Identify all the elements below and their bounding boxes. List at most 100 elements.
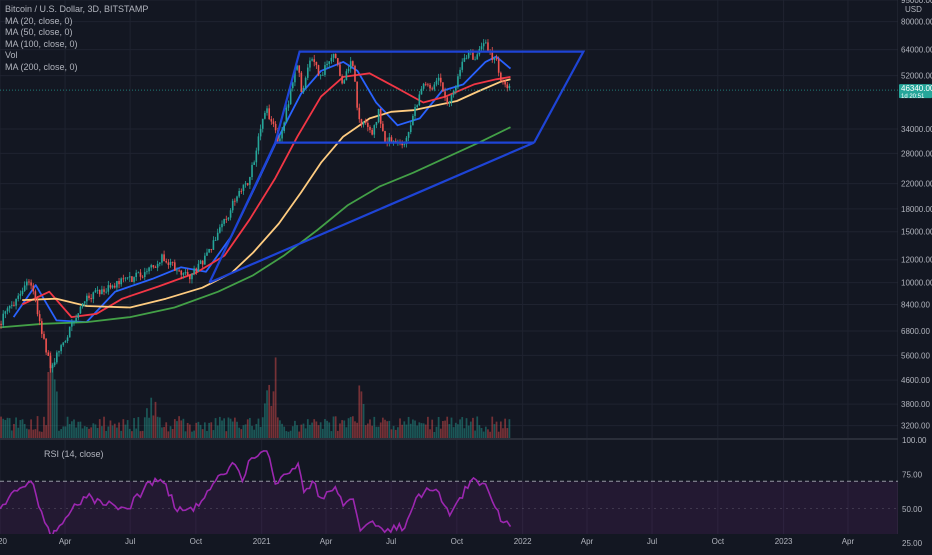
volume-bar [336, 430, 339, 438]
volume-bar [81, 428, 84, 438]
volume-bar [70, 421, 73, 438]
candle-body [41, 321, 43, 334]
candle-body [394, 140, 397, 142]
volume-bar [210, 422, 213, 438]
candle-body [298, 65, 301, 73]
candle-body [274, 123, 277, 131]
candle-body [332, 53, 335, 58]
price-tag [899, 84, 932, 99]
indicator-ma200[interactable]: MA (200, close, 0) [5, 61, 78, 72]
volume-bar [32, 429, 35, 438]
candle-body [182, 273, 185, 275]
candle-body [414, 107, 416, 116]
candle-body [32, 285, 35, 292]
candle-body [184, 271, 187, 274]
candle-body [240, 190, 243, 192]
volume-bar [225, 431, 228, 438]
volume-bar [227, 417, 230, 438]
volume-bar [122, 419, 125, 438]
candle-body [285, 107, 288, 123]
candle-body [495, 58, 498, 60]
candle-body [283, 122, 286, 132]
volume-bar [390, 429, 393, 438]
candle-body [229, 210, 232, 218]
candle-body [210, 248, 213, 250]
volume-bar [459, 419, 461, 438]
candle-body [296, 65, 298, 70]
candle-body [463, 57, 466, 62]
volume-bar [25, 428, 28, 438]
candle-body [330, 57, 333, 62]
volume-bar [431, 419, 434, 438]
volume-bar [407, 416, 410, 438]
volume-bar [28, 429, 30, 438]
volume-bar [491, 416, 494, 438]
volume-bar [294, 420, 296, 438]
volume-bar [377, 426, 380, 438]
candle-body [341, 76, 343, 84]
indicator-ma100[interactable]: MA (100, close, 0) [5, 38, 78, 49]
symbol-title[interactable]: Bitcoin / U.S. Dollar, 3D, BITSTAMP [5, 4, 149, 14]
candle-body [324, 65, 326, 75]
candle-body [474, 59, 476, 61]
candle-body [427, 84, 429, 86]
volume-bar [279, 420, 281, 438]
indicator-vol[interactable]: Vol [5, 50, 18, 61]
volume-bar [51, 362, 54, 438]
volume-bar [371, 425, 373, 438]
volume-bar [424, 424, 427, 438]
volume-bar [96, 427, 99, 438]
candle-body [225, 218, 228, 220]
volume-bar [86, 426, 88, 438]
candle-body [429, 84, 431, 89]
time-tick-label: Apr [320, 537, 333, 546]
indicator-ma20[interactable]: MA (20, close, 0) [5, 15, 73, 26]
volume-bar [43, 416, 45, 438]
time-tick-label: 2023 [775, 537, 793, 546]
upper-rail [274, 50, 586, 144]
indicator-ma50[interactable]: MA (50, close, 0) [5, 27, 73, 38]
volume-bar [414, 420, 416, 438]
price-tick-label: 28000.00 [901, 149, 932, 158]
candle-body [216, 232, 219, 241]
candle-body [502, 80, 504, 82]
candle-body [506, 84, 509, 89]
candle-body [118, 281, 120, 285]
volume-bar [429, 429, 431, 438]
candle-body [158, 262, 161, 264]
volume-bar [94, 424, 97, 438]
candle-body [122, 278, 125, 280]
volume-bars [0, 351, 511, 438]
volume-bar [422, 423, 425, 438]
rsi-tick-label: 100.00 [902, 436, 927, 445]
rsi-legend[interactable]: RSI (14, close) [44, 449, 104, 459]
volume-bar [83, 426, 86, 438]
volume-bar [446, 416, 449, 438]
volume-bar [497, 431, 500, 438]
candle-body [360, 119, 363, 125]
volume-bar [506, 428, 509, 438]
volume-bar [154, 401, 157, 438]
candles [0, 39, 511, 373]
candle-body [294, 69, 296, 83]
price-tick-label: 15000.00 [901, 228, 932, 237]
volume-bar [268, 384, 271, 438]
candle-body [165, 261, 168, 263]
volume-bar [206, 430, 208, 438]
candle-body [186, 271, 189, 276]
candle-body [345, 71, 348, 81]
lower-rail [208, 141, 535, 284]
volume-bar [324, 419, 326, 438]
volume-bar [394, 429, 397, 438]
candle-body [309, 60, 311, 68]
price-tag-value: 46340.00 [901, 84, 932, 93]
candle-body [77, 313, 80, 319]
candle-body [487, 42, 489, 51]
candle-body [212, 240, 215, 250]
price-tick-label: 95000.00 [901, 0, 932, 5]
volume-bar [309, 424, 311, 438]
volume-bar [409, 423, 412, 438]
volume-bar [75, 427, 78, 438]
